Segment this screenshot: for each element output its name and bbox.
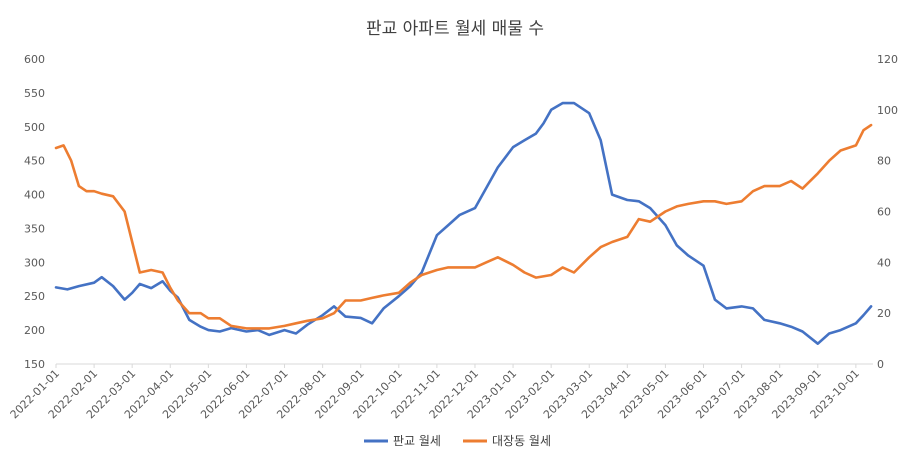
right-y-tick-label: 20 (877, 307, 891, 320)
series-line-pangyo (54, 101, 873, 345)
series-line-daejang (54, 123, 873, 330)
right-y-tick-label: 40 (877, 256, 891, 269)
legend: 판교 월세 대장동 월세 (364, 434, 551, 448)
left-y-tick-label: 600 (24, 53, 45, 66)
right-y-tick-label: 60 (877, 206, 891, 219)
left-y-tick-label: 250 (24, 290, 45, 303)
left-y-tick-label: 400 (24, 189, 45, 202)
legend-label-daejang: 대장동 월세 (492, 434, 551, 448)
right-y-tick-label: 120 (877, 53, 898, 66)
left-y-tick-label: 300 (24, 256, 45, 269)
right-y-tick-label: 100 (877, 104, 898, 117)
left-y-axis: 150 200 250 300 350 400 450 500 550 600 (24, 53, 45, 371)
chart-title: 판교 아파트 월세 매물 수 (366, 19, 544, 39)
left-y-tick-label: 350 (24, 222, 45, 235)
right-y-tick-label: 80 (877, 155, 891, 168)
left-y-tick-label: 200 (24, 324, 45, 337)
left-y-tick-label: 500 (24, 121, 45, 134)
x-axis: 2022-01-012022-02-012022-03-012022-04-01… (8, 364, 862, 421)
right-y-tick-label: 0 (877, 358, 884, 371)
legend-label-pangyo: 판교 월세 (393, 434, 441, 448)
left-y-tick-label: 550 (24, 87, 45, 100)
left-y-tick-label: 150 (24, 358, 45, 371)
left-y-tick-label: 450 (24, 155, 45, 168)
right-y-axis: 0 20 40 60 80 100 120 (877, 53, 898, 371)
series-layer (54, 101, 873, 345)
